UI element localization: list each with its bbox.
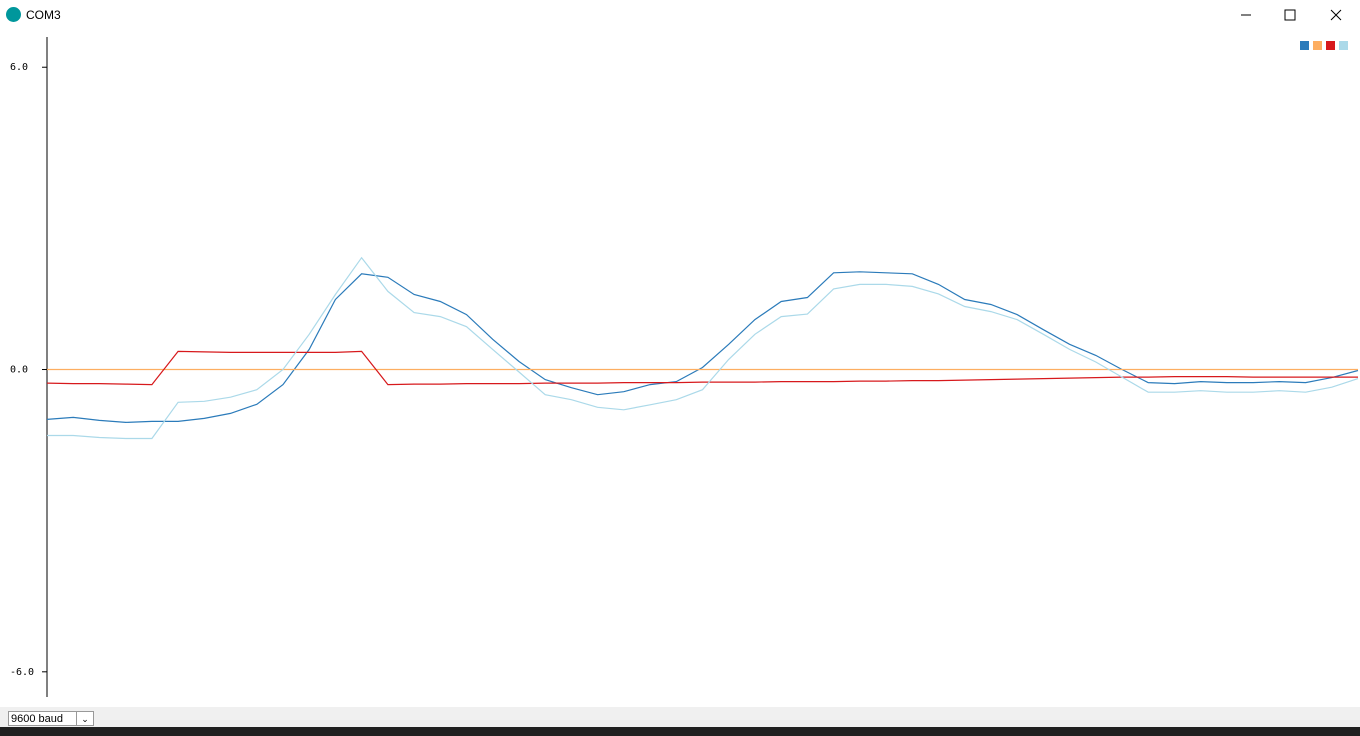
- series-line: [46, 271, 1359, 424]
- y-tick-label: 0.0: [10, 365, 28, 376]
- taskbar: [0, 727, 1360, 736]
- close-button[interactable]: [1326, 5, 1346, 25]
- series-line: [47, 256, 1359, 440]
- dropdown-arrow[interactable]: ⌄: [76, 712, 93, 725]
- app-icon: [6, 7, 21, 22]
- window-title: COM3: [26, 8, 61, 22]
- baud-label: 9600 baud: [11, 713, 63, 725]
- y-tick-label: -6.0: [10, 667, 34, 678]
- title-bar: COM3: [0, 0, 1360, 30]
- legend-swatch: [1313, 41, 1322, 50]
- legend-swatch: [1326, 41, 1335, 50]
- legend-swatch: [1300, 41, 1309, 50]
- minimize-button[interactable]: [1236, 5, 1256, 25]
- footer-bar: 9600 baud ⌄: [0, 707, 1360, 727]
- legend-swatch: [1339, 41, 1348, 50]
- baud-select[interactable]: 9600 baud ⌄: [8, 711, 94, 726]
- maximize-button[interactable]: [1280, 5, 1300, 25]
- plotter: 6.0 0.0 -6.0: [10, 37, 1359, 697]
- series-line: [46, 350, 1358, 386]
- y-tick-label: 6.0: [10, 62, 28, 73]
